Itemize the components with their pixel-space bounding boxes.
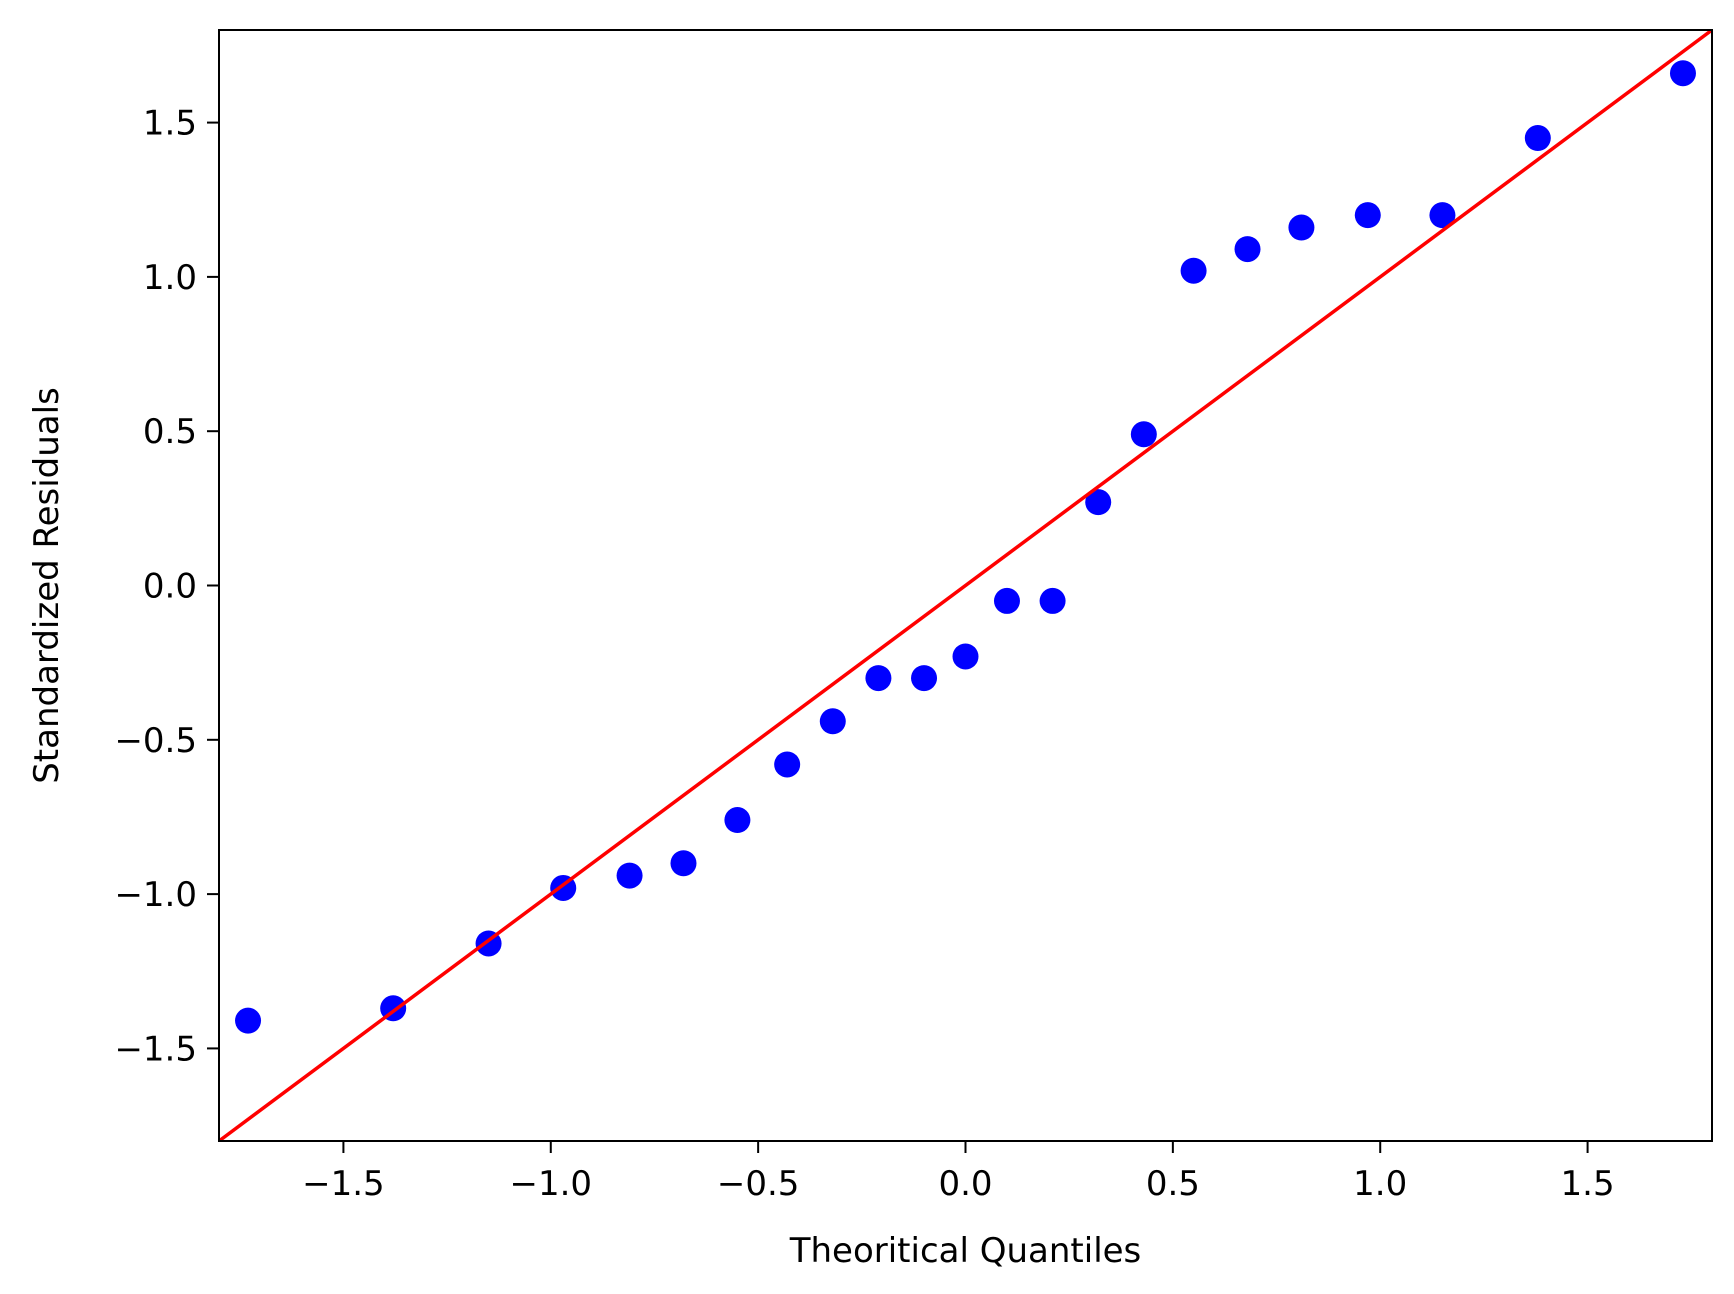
data-point bbox=[1429, 202, 1456, 229]
y-tick-label: 0.0 bbox=[143, 567, 197, 607]
y-tick-label: 1.5 bbox=[143, 104, 197, 144]
y-tick-label: 1.0 bbox=[143, 258, 197, 298]
data-point bbox=[670, 850, 697, 877]
reference-line bbox=[219, 30, 1712, 1141]
y-tick-label: −1.0 bbox=[114, 875, 197, 915]
x-tick-label: −1.5 bbox=[302, 1164, 385, 1204]
data-point bbox=[819, 708, 846, 735]
data-point bbox=[1180, 257, 1207, 284]
data-point bbox=[865, 665, 892, 692]
data-point bbox=[1669, 60, 1696, 87]
data-point bbox=[952, 643, 979, 670]
y-tick-label: 0.5 bbox=[143, 412, 197, 452]
x-tick-label: 0.5 bbox=[1146, 1164, 1200, 1204]
data-point bbox=[1039, 587, 1066, 614]
x-tick-label: −0.5 bbox=[717, 1164, 800, 1204]
plot-area bbox=[219, 30, 1712, 1141]
y-axis-title: Standardized Residuals bbox=[27, 387, 67, 784]
data-point bbox=[774, 751, 801, 778]
x-tick-label: 0.0 bbox=[938, 1164, 992, 1204]
data-point bbox=[1234, 236, 1261, 263]
y-tick-label: −0.5 bbox=[114, 721, 197, 761]
data-point bbox=[616, 862, 643, 889]
x-tick-label: 1.0 bbox=[1353, 1164, 1407, 1204]
data-point bbox=[724, 807, 751, 834]
x-tick-label: −1.0 bbox=[509, 1164, 592, 1204]
data-point bbox=[1130, 421, 1157, 448]
data-point bbox=[911, 665, 938, 692]
data-point bbox=[235, 1007, 262, 1034]
data-point bbox=[993, 587, 1020, 614]
x-tick-label: 1.5 bbox=[1561, 1164, 1615, 1204]
y-tick-label: −1.5 bbox=[114, 1029, 197, 1069]
data-point bbox=[1354, 202, 1381, 229]
data-point bbox=[1524, 125, 1551, 152]
data-point bbox=[1085, 489, 1112, 516]
data-point bbox=[1288, 214, 1315, 241]
ticks: −1.5 −1.0 −0.5 0.0 0.5 1.0 1.5 −1.5 −1.0 −0.5 0.0 0… bbox=[114, 104, 1614, 1204]
x-axis-title: Theoritical Quantiles bbox=[789, 1231, 1142, 1271]
